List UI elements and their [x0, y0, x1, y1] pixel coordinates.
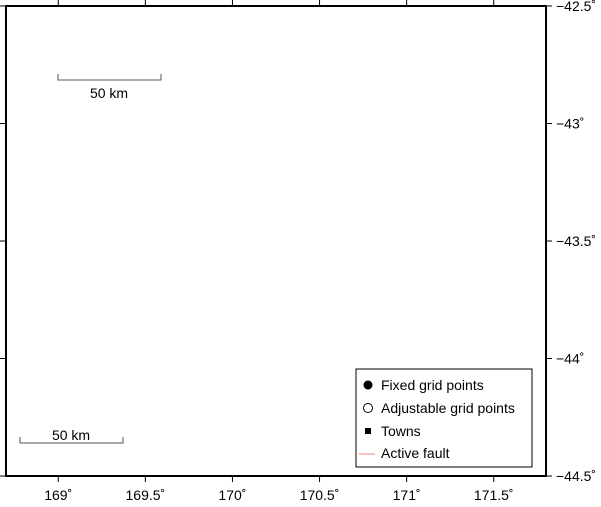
scale-bar-lower-label: 50 km	[52, 427, 90, 443]
x-tick-label-2: 170˚	[218, 487, 246, 502]
x-tick-label-0: 169˚	[44, 487, 72, 502]
open-circle-icon	[363, 403, 373, 413]
legend: Fixed grid points Adjustable grid points…	[355, 368, 533, 468]
legend-label-fault: Active fault	[381, 445, 450, 461]
scale-bar-upper: 50 km	[57, 74, 162, 101]
y-tick-label-4: −44.5˚	[556, 468, 596, 484]
x-tick-label-3: 170.5˚	[300, 487, 340, 502]
filled-circle-icon	[363, 380, 373, 390]
legend-label-towns: Towns	[381, 423, 421, 439]
y-tick-label-0: −42.5˚	[556, 0, 596, 14]
filled-square-icon	[365, 428, 371, 434]
x-tick-label-5: 171.5˚	[474, 487, 514, 502]
legend-label-fixed: Fixed grid points	[381, 377, 484, 393]
y-tick-label-3: −44˚	[556, 351, 584, 367]
y-tick-label-1: −43˚	[556, 116, 584, 132]
y-tick-label-2: −43.5˚	[556, 233, 596, 249]
y-axis-ticks: −42.5˚ −43˚ −43.5˚ −44˚ −44.5˚	[0, 0, 596, 484]
x-tick-label-1: 169.5˚	[126, 487, 166, 502]
x-axis-ticks: 169˚ 169.5˚ 170˚ 170.5˚ 171˚ 171.5˚	[44, 0, 514, 503]
scale-bar-upper-label: 50 km	[90, 85, 128, 101]
legend-label-adjustable: Adjustable grid points	[381, 400, 515, 416]
legend-box	[355, 368, 533, 468]
x-tick-label-4: 171˚	[393, 487, 421, 502]
scale-bar-lower: 50 km	[19, 427, 124, 444]
scale-bar-upper-line	[57, 74, 162, 81]
scale-bar-lower-line	[19, 437, 124, 444]
